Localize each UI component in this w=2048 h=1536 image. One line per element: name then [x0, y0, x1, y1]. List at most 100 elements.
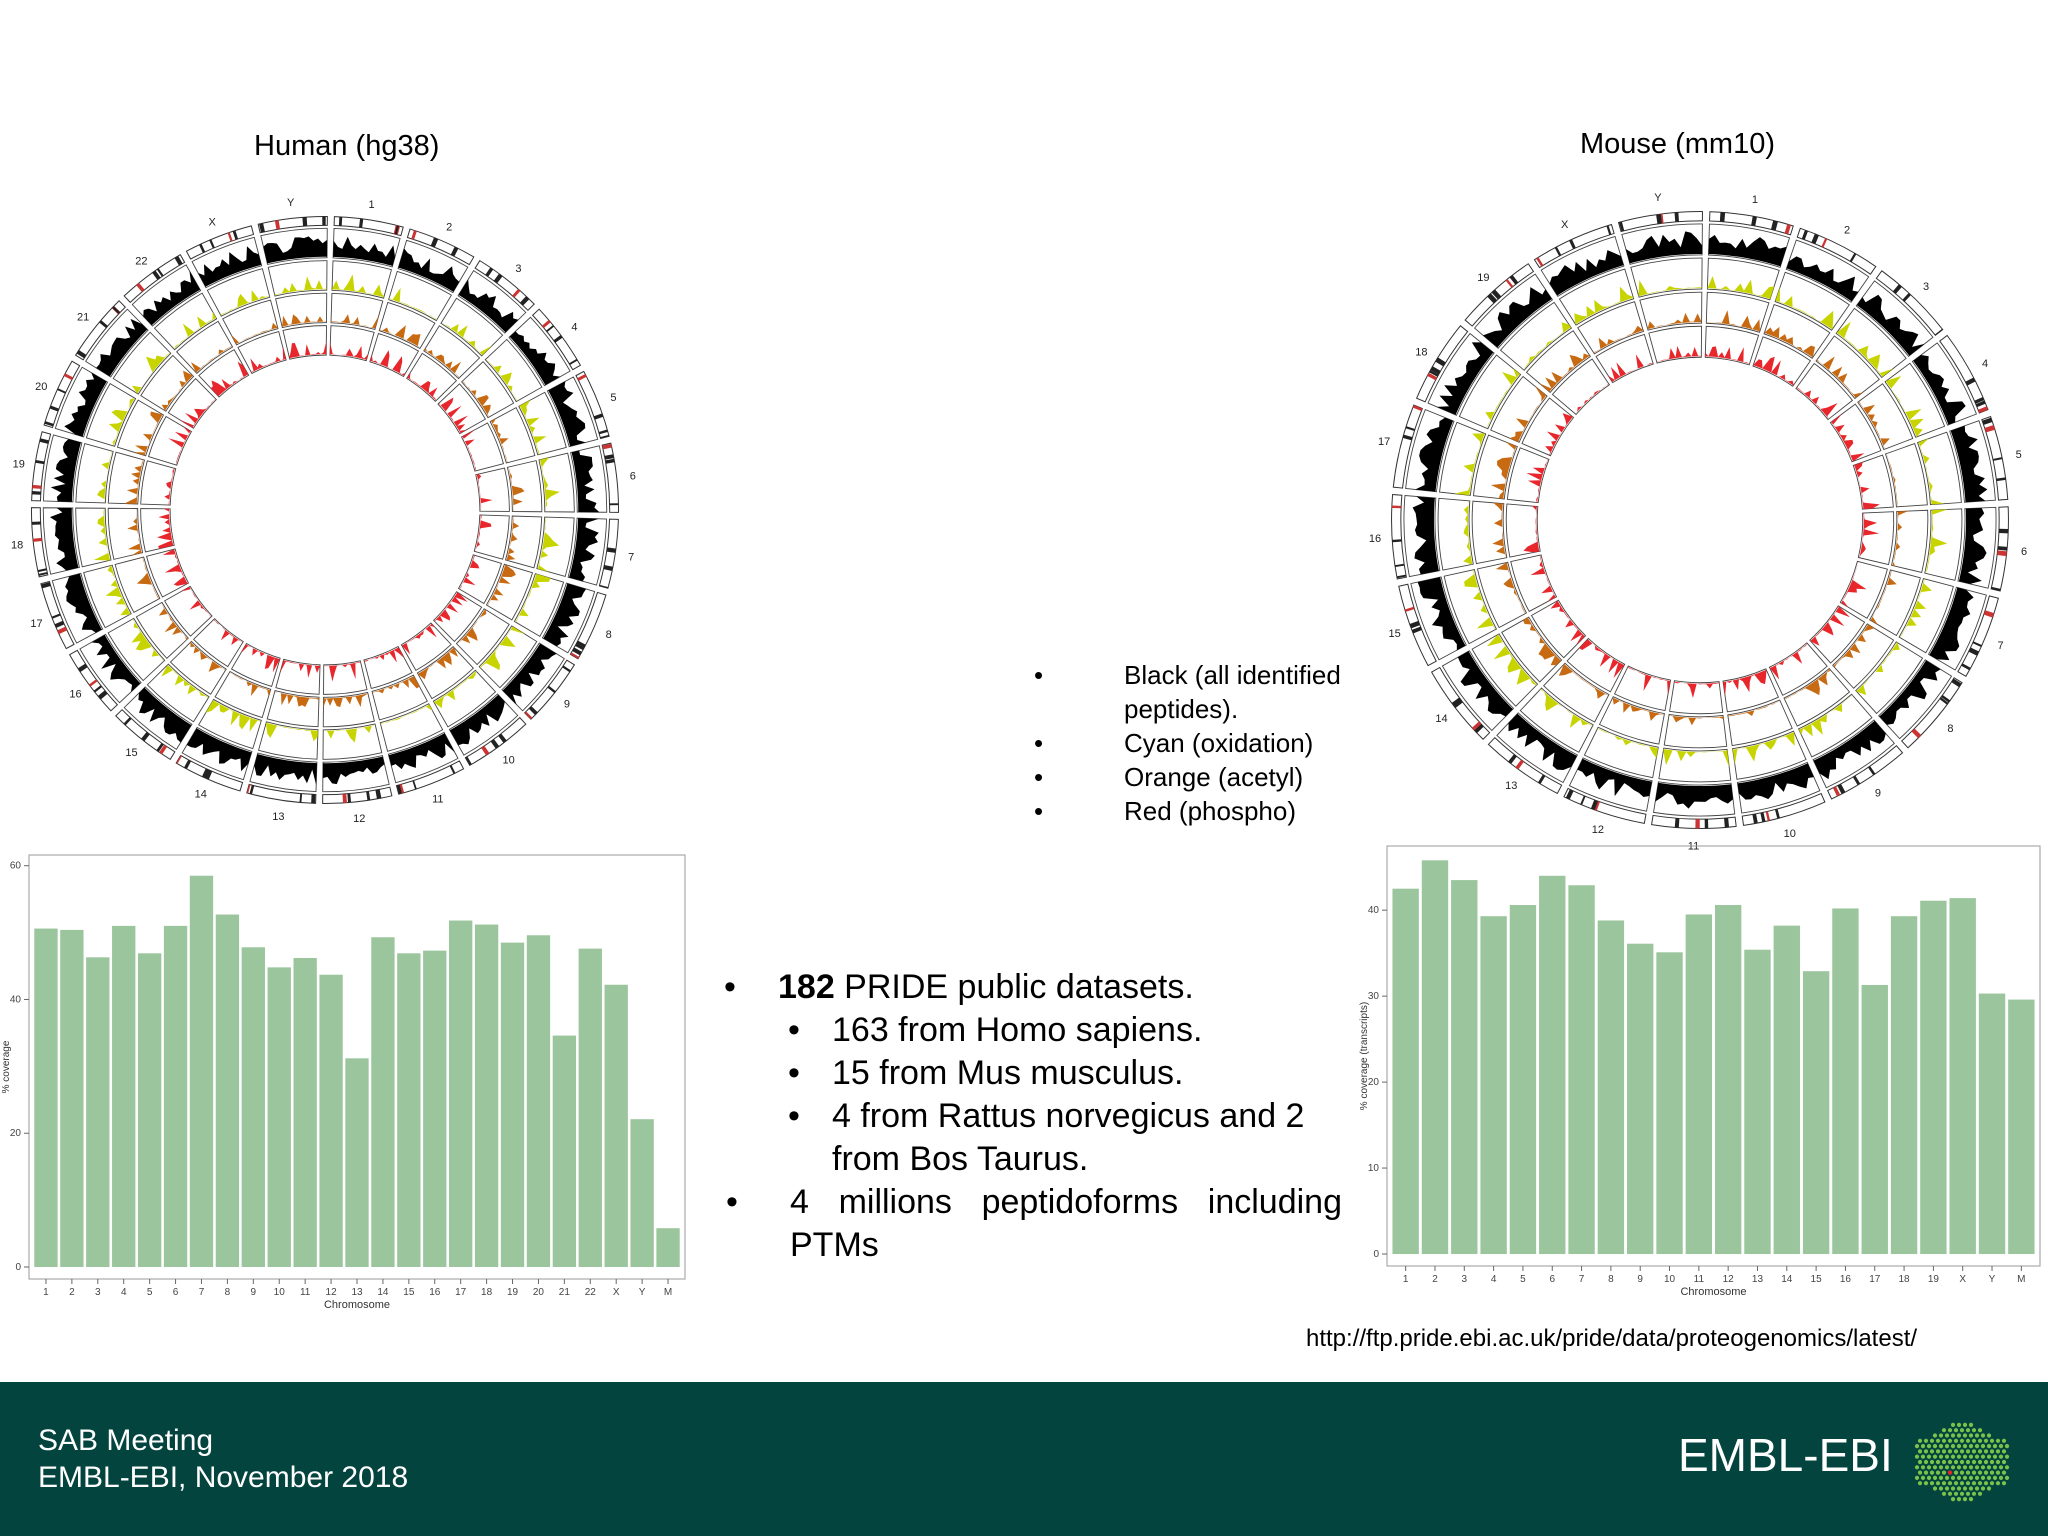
logo-dot [1944, 1465, 1950, 1470]
ideogram-chr16 [68, 649, 119, 712]
logo-dot [1980, 1444, 1986, 1449]
bar-2 [1421, 860, 1449, 1254]
legend-item: • Red (phospho) [1034, 796, 1296, 826]
logo-dot [1938, 1454, 1944, 1459]
ideogram-band [249, 785, 255, 795]
ideogram-band [156, 743, 164, 752]
track-phospho-sector [1839, 560, 1888, 619]
logo-dot [1923, 1438, 1929, 1443]
ideogram-band [1491, 289, 1502, 300]
ideogram-band [39, 438, 49, 444]
track-acetyl-signal [424, 347, 462, 378]
human-coverage-bar-chart: 1 2 3 4 5 6 7 8 9 10 11 12 13 14 15 16 17 18 19 20 21 22 X Y M02… [1, 854, 686, 1311]
bar-15 [397, 953, 421, 1267]
logo-dot [1956, 1444, 1962, 1449]
bar-13 [1744, 949, 1771, 1254]
ideogram-band [1402, 435, 1413, 441]
logo-dot [1923, 1449, 1929, 1454]
chromosome-label: 4 [571, 321, 577, 333]
x-tick-label: M [664, 1287, 672, 1298]
ideogram-band [156, 268, 164, 277]
ideogram-band [299, 793, 303, 803]
track-all-peptides-signal [1737, 763, 1814, 800]
track-phospho-sector [1551, 358, 1611, 416]
ideogram-band [1396, 574, 1407, 579]
track-oxidation-signal [1885, 375, 1924, 437]
ideogram-band [202, 768, 210, 779]
summary-peptidoforms: • 4 millions peptidoforms including [726, 1183, 1342, 1221]
ideogram-band [1537, 774, 1546, 785]
logo-dot [1965, 1481, 1971, 1486]
y-tick-label: 30 [1368, 991, 1380, 1002]
logo-dot [1968, 1475, 1974, 1480]
track-acetyl-sector [1727, 699, 1793, 747]
ideogram-band [93, 685, 103, 693]
ideogram-band [176, 755, 182, 764]
track-phospho-signal [1723, 669, 1767, 696]
ideogram-band [1505, 279, 1514, 288]
ideogram-band [1704, 819, 1709, 829]
track-phospho-signal [407, 372, 438, 401]
track-acetyl-sector [1472, 434, 1518, 500]
track-all-peptides-signal [1708, 234, 1787, 267]
track-all-peptides-signal [1625, 231, 1703, 264]
track-oxidation-signal [105, 565, 131, 616]
logo-dot [1971, 1428, 1977, 1433]
track-acetyl-sector [1501, 616, 1563, 683]
x-tick-label: 11 [300, 1287, 311, 1298]
track-phospho-sector [1530, 599, 1587, 659]
logo-dot [1965, 1449, 1971, 1454]
x-tick-label: 14 [377, 1287, 389, 1298]
bar-Y [1978, 993, 2006, 1254]
logo-dot [1914, 1444, 1920, 1449]
ideogram-band [1978, 406, 1989, 413]
track-acetyl-sector [1543, 662, 1610, 723]
track-all-peptides-signal [64, 372, 107, 437]
y-axis-label: % coverage [1, 1040, 12, 1093]
logo-dot [1965, 1491, 1971, 1496]
ideogram-band [35, 460, 45, 465]
y-tick-label: 0 [1373, 1249, 1379, 1260]
ideogram-band [609, 503, 619, 506]
bar-X [1949, 898, 1976, 1254]
logo-dot [1938, 1433, 1944, 1438]
track-phospho-signal [168, 426, 191, 465]
bar-9 [1627, 943, 1654, 1254]
ideogram-band [1974, 397, 1985, 404]
logo-dot [1986, 1475, 1992, 1480]
logo-dot [1932, 1465, 1938, 1470]
x-tick-label: 14 [1781, 1274, 1793, 1285]
ideogram-band [136, 282, 145, 292]
ideogram-band [562, 665, 571, 673]
ideogram-band [1606, 225, 1612, 235]
logo-dot [1914, 1465, 1920, 1470]
track-phospho-signal [162, 549, 188, 586]
ideogram-band [123, 717, 132, 726]
ideogram-band [598, 429, 608, 435]
logo-dot [1968, 1444, 1974, 1449]
chromosome-label: 9 [1875, 788, 1881, 800]
chromosome-label: Y [287, 197, 295, 209]
logo-dot [1941, 1481, 1947, 1486]
track-oxidation-sector [1658, 747, 1732, 783]
ideogram-band [44, 421, 54, 427]
track-acetyl-sector [1815, 335, 1880, 400]
track-phospho-sector [1595, 333, 1654, 384]
track-oxidation-sector [1917, 431, 1962, 506]
track-phospho-signal [1627, 666, 1671, 695]
chromosome-label: 11 [432, 793, 443, 805]
bar-8 [1597, 920, 1625, 1254]
ideogram-chrY [257, 215, 328, 234]
logo-dot [1923, 1481, 1929, 1486]
bar-15 [1802, 971, 1830, 1254]
chromosome-label: 16 [69, 689, 81, 701]
track-oxidation-signal [433, 671, 477, 709]
track-acetyl-signal [282, 314, 327, 327]
track-phospho-sector [406, 352, 458, 403]
bar-6 [163, 925, 188, 1267]
track-acetyl-signal [1764, 326, 1816, 358]
track-all-peptides-signal [509, 331, 561, 386]
track-oxidation-sector [1924, 508, 1963, 581]
logo-dot [1932, 1486, 1938, 1491]
data-url-link[interactable]: http://ftp.pride.ebi.ac.uk/pride/data/pr… [1306, 1325, 1918, 1352]
